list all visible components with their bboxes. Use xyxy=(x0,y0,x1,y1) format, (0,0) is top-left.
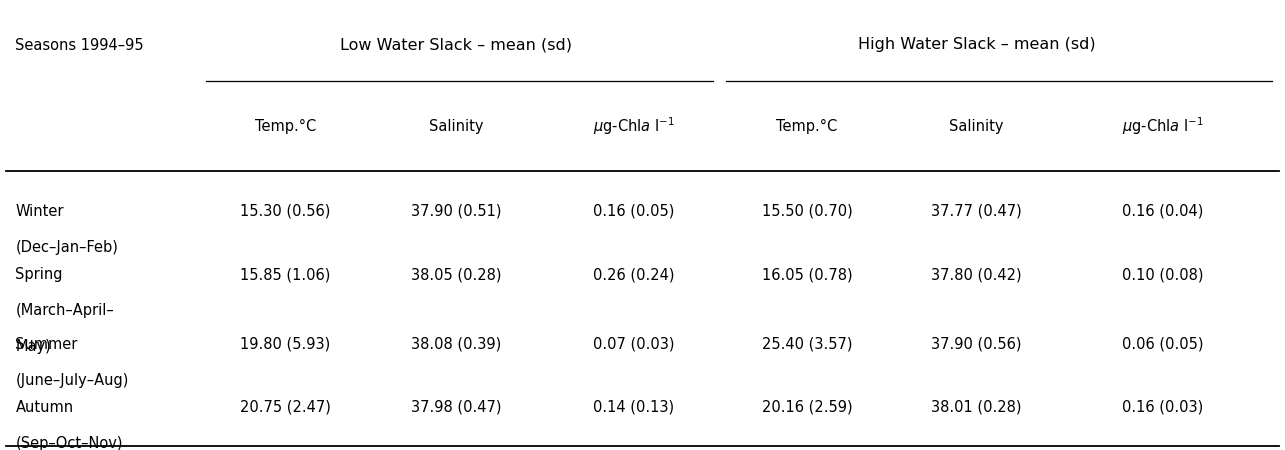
Text: May): May) xyxy=(15,339,51,354)
Text: 15.30 (0.56): 15.30 (0.56) xyxy=(240,204,330,219)
Text: Salinity: Salinity xyxy=(950,118,1004,134)
Text: 37.80 (0.42): 37.80 (0.42) xyxy=(932,267,1022,282)
Text: 25.40 (3.57): 25.40 (3.57) xyxy=(762,337,852,352)
Text: 0.10 (0.08): 0.10 (0.08) xyxy=(1122,267,1204,282)
Text: Low Water Slack – mean (sd): Low Water Slack – mean (sd) xyxy=(341,37,572,53)
Text: 37.90 (0.51): 37.90 (0.51) xyxy=(411,204,501,219)
Text: 38.08 (0.39): 38.08 (0.39) xyxy=(411,337,501,352)
Text: 20.75 (2.47): 20.75 (2.47) xyxy=(240,400,330,415)
Text: 0.14 (0.13): 0.14 (0.13) xyxy=(592,400,675,415)
Text: 38.05 (0.28): 38.05 (0.28) xyxy=(411,267,501,282)
Text: 16.05 (0.78): 16.05 (0.78) xyxy=(762,267,852,282)
Text: Summer: Summer xyxy=(15,337,78,352)
Text: High Water Slack – mean (sd): High Water Slack – mean (sd) xyxy=(858,37,1095,53)
Text: 0.06 (0.05): 0.06 (0.05) xyxy=(1122,337,1204,352)
Text: (June–July–Aug): (June–July–Aug) xyxy=(15,373,128,388)
Text: 37.77 (0.47): 37.77 (0.47) xyxy=(932,204,1022,219)
Text: 19.80 (5.93): 19.80 (5.93) xyxy=(240,337,330,352)
Text: $\mu$g-Chl$\mathit{a}$ l$^{-1}$: $\mu$g-Chl$\mathit{a}$ l$^{-1}$ xyxy=(592,115,675,137)
Text: (March–April–: (March–April– xyxy=(15,303,114,318)
Text: 20.16 (2.59): 20.16 (2.59) xyxy=(762,400,852,415)
Text: 0.16 (0.04): 0.16 (0.04) xyxy=(1122,204,1204,219)
Text: 0.16 (0.05): 0.16 (0.05) xyxy=(592,204,675,219)
Text: 15.85 (1.06): 15.85 (1.06) xyxy=(240,267,330,282)
Text: Winter: Winter xyxy=(15,204,64,219)
Text: 37.90 (0.56): 37.90 (0.56) xyxy=(932,337,1022,352)
Text: (Sep–Oct–Nov): (Sep–Oct–Nov) xyxy=(15,436,123,450)
Text: Autumn: Autumn xyxy=(15,400,73,415)
Text: 0.07 (0.03): 0.07 (0.03) xyxy=(592,337,675,352)
Text: $\mu$g-Chl$\mathit{a}$ l$^{-1}$: $\mu$g-Chl$\mathit{a}$ l$^{-1}$ xyxy=(1122,115,1204,137)
Text: Seasons 1994–95: Seasons 1994–95 xyxy=(15,37,144,53)
Text: Spring: Spring xyxy=(15,267,63,282)
Text: 0.26 (0.24): 0.26 (0.24) xyxy=(592,267,675,282)
Text: (Dec–Jan–Feb): (Dec–Jan–Feb) xyxy=(15,240,118,255)
Text: 38.01 (0.28): 38.01 (0.28) xyxy=(932,400,1022,415)
Text: 0.16 (0.03): 0.16 (0.03) xyxy=(1122,400,1204,415)
Text: Temp.°C: Temp.°C xyxy=(254,118,316,134)
Text: 15.50 (0.70): 15.50 (0.70) xyxy=(762,204,852,219)
Text: Salinity: Salinity xyxy=(429,118,483,134)
Text: 37.98 (0.47): 37.98 (0.47) xyxy=(411,400,501,415)
Text: Temp.°C: Temp.°C xyxy=(776,118,838,134)
